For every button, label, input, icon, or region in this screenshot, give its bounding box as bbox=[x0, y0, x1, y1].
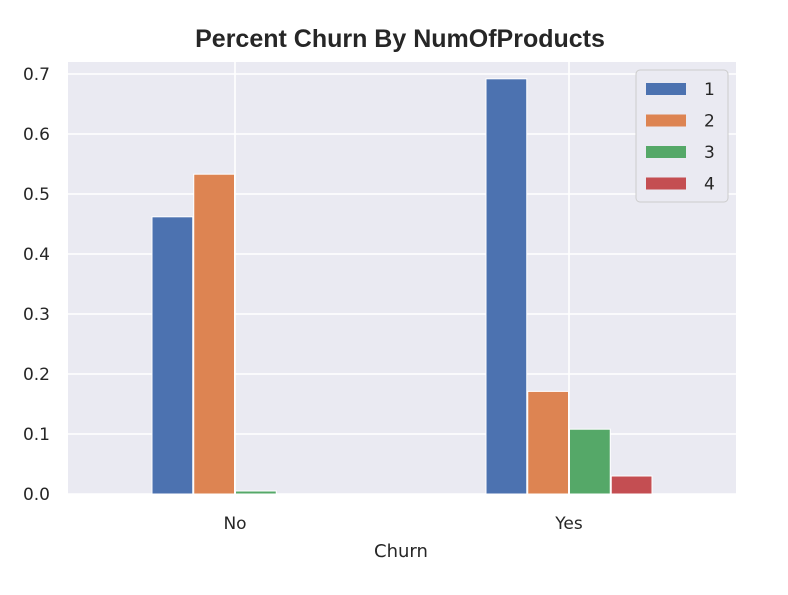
legend-swatch-1 bbox=[646, 83, 686, 95]
y-tick-label: 0.3 bbox=[23, 305, 50, 325]
bar-yes-series-2 bbox=[527, 390, 569, 495]
legend-box bbox=[635, 69, 729, 203]
legend-swatch-2 bbox=[646, 114, 686, 127]
y-tick-label: 0.2 bbox=[23, 365, 50, 385]
legend: 1 2 3 4 bbox=[635, 69, 729, 203]
bar-yes-series-3 bbox=[569, 428, 611, 495]
y-tick-label: 0.0 bbox=[23, 485, 50, 505]
y-tick-label: 0.7 bbox=[23, 65, 50, 85]
x-tick-label: Yes bbox=[554, 514, 583, 534]
y-tick-label: 0.5 bbox=[23, 185, 50, 205]
bar-no-series-1 bbox=[151, 216, 194, 495]
bar-yes-series-4 bbox=[610, 475, 653, 495]
x-tick-label: No bbox=[223, 514, 246, 534]
y-tick-label: 0.6 bbox=[23, 125, 50, 145]
chart-title: Percent Churn By NumOfProducts bbox=[195, 25, 605, 53]
y-tick-label: 0.1 bbox=[23, 425, 50, 445]
legend-swatch-4 bbox=[646, 177, 686, 190]
legend-label: 3 bbox=[704, 143, 715, 163]
bar-no-series-2 bbox=[193, 173, 235, 495]
bar-no-series-3 bbox=[235, 490, 277, 495]
legend-swatch-3 bbox=[646, 146, 686, 158]
legend-label: 2 bbox=[704, 112, 715, 132]
bar-yes-series-1 bbox=[485, 78, 528, 495]
legend-label: 1 bbox=[704, 80, 715, 100]
bars bbox=[151, 78, 653, 495]
y-tick-labels: 0.0 0.1 0.2 0.3 0.4 0.5 0.6 0.7 bbox=[23, 65, 50, 505]
y-tick-label: 0.4 bbox=[23, 245, 50, 265]
legend-label: 4 bbox=[704, 175, 715, 195]
x-tick-labels: No Yes bbox=[223, 514, 582, 534]
x-axis-label: Churn bbox=[374, 541, 428, 562]
